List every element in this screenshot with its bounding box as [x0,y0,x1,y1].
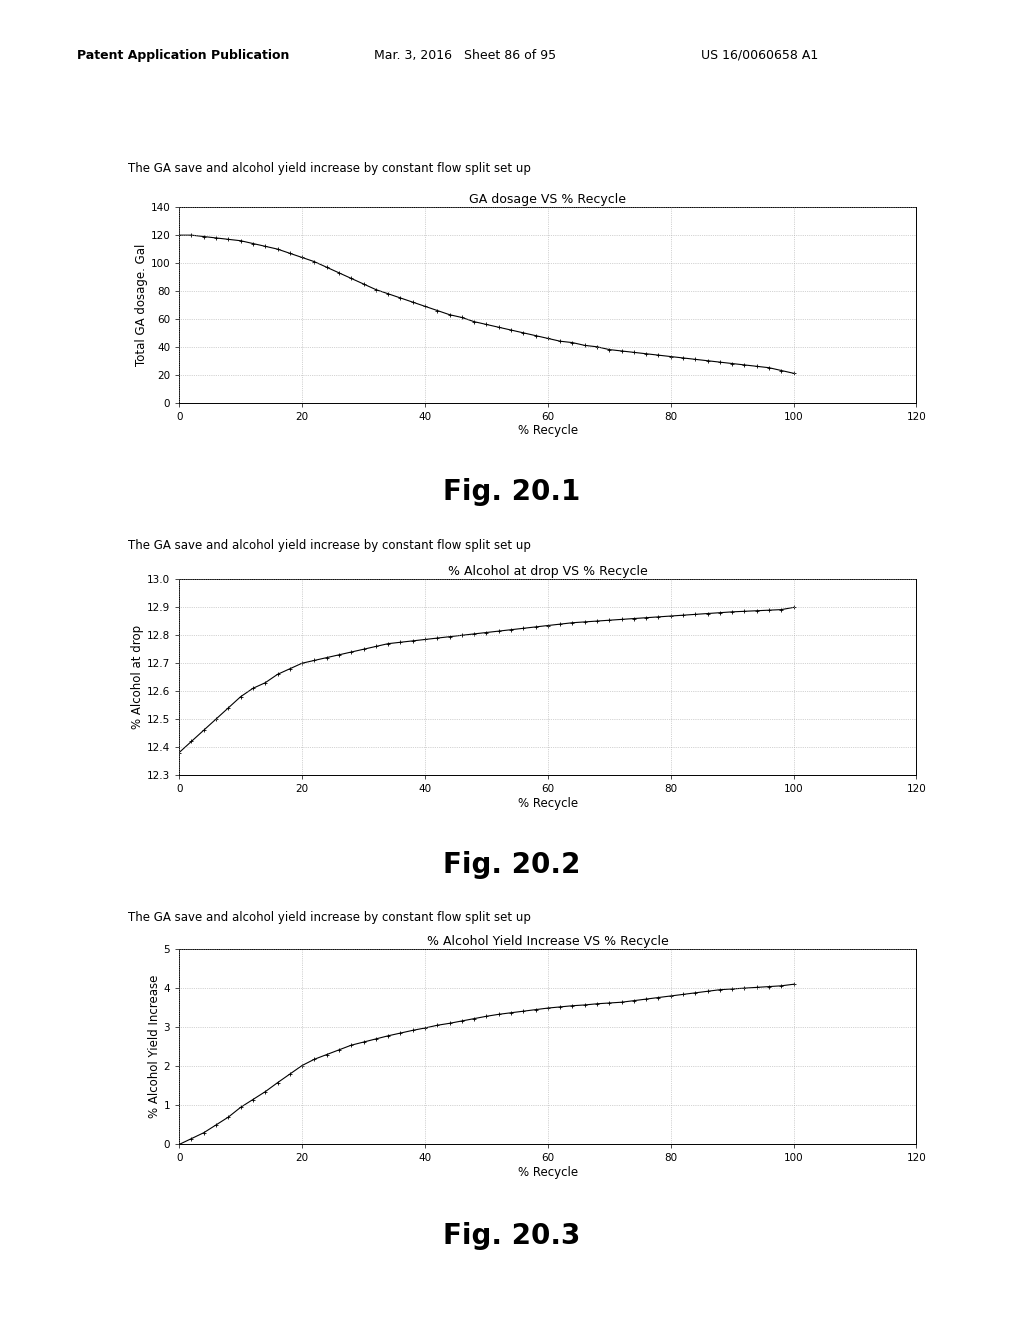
X-axis label: % Recycle: % Recycle [518,425,578,437]
Title: % Alcohol at drop VS % Recycle: % Alcohol at drop VS % Recycle [447,565,648,578]
Title: % Alcohol Yield Increase VS % Recycle: % Alcohol Yield Increase VS % Recycle [427,935,669,948]
Text: Fig. 20.3: Fig. 20.3 [443,1222,581,1250]
Text: Mar. 3, 2016   Sheet 86 of 95: Mar. 3, 2016 Sheet 86 of 95 [374,49,556,62]
Text: Fig. 20.1: Fig. 20.1 [443,478,581,506]
Text: The GA save and alcohol yield increase by constant flow split set up: The GA save and alcohol yield increase b… [128,162,530,176]
Text: The GA save and alcohol yield increase by constant flow split set up: The GA save and alcohol yield increase b… [128,911,530,924]
Y-axis label: % Alcohol Yield Increase: % Alcohol Yield Increase [147,975,161,1118]
X-axis label: % Recycle: % Recycle [518,797,578,809]
Text: The GA save and alcohol yield increase by constant flow split set up: The GA save and alcohol yield increase b… [128,539,530,552]
Text: Fig. 20.2: Fig. 20.2 [443,851,581,879]
Title: GA dosage VS % Recycle: GA dosage VS % Recycle [469,193,627,206]
Y-axis label: Total GA dosage. Gal: Total GA dosage. Gal [134,244,147,366]
Y-axis label: % Alcohol at drop: % Alcohol at drop [131,626,144,729]
Text: Patent Application Publication: Patent Application Publication [77,49,289,62]
Text: US 16/0060658 A1: US 16/0060658 A1 [701,49,819,62]
X-axis label: % Recycle: % Recycle [518,1167,578,1179]
